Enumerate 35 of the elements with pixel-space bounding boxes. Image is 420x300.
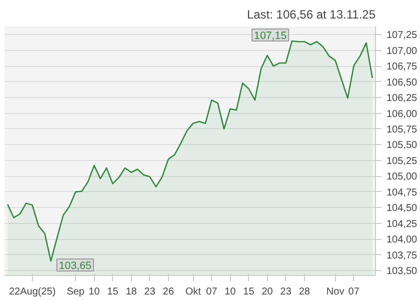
x-tick-label: 20 <box>262 286 274 298</box>
y-tick-label: 105,75 <box>386 124 418 136</box>
y-tick-label: 107,25 <box>386 30 418 42</box>
y-tick-label: 105,25 <box>386 156 418 167</box>
x-tick-label: Sep <box>66 286 85 298</box>
y-tick-label: 106,25 <box>386 93 418 104</box>
x-tick-label: 22Aug(25) <box>8 286 56 298</box>
x-tick-label: Okt <box>185 286 202 298</box>
y-tick-label: 103,75 <box>386 250 418 262</box>
x-tick-label: 10 <box>88 286 100 298</box>
y-tick-label: 104,00 <box>386 234 418 246</box>
y-tick-label: 105,00 <box>386 172 418 183</box>
y-tick-label: 107,00 <box>386 46 418 57</box>
x-tick-label: 18 <box>126 286 138 298</box>
y-tick-label: 104,50 <box>386 203 418 214</box>
x-tick-label: 15 <box>107 286 119 298</box>
x-tick-label: 23 <box>144 286 156 298</box>
y-tick-label: 104,75 <box>386 187 418 198</box>
x-tick-label: 07 <box>348 286 360 298</box>
y-tick-label: 106,75 <box>386 62 418 73</box>
annotation: 107,15 <box>254 30 287 42</box>
x-tick-label: 28 <box>298 286 310 298</box>
x-tick-label: Nov <box>326 286 344 298</box>
y-tick-label: 106,00 <box>386 108 418 120</box>
x-tick-label: 26 <box>162 286 174 298</box>
x-tick-label: 23 <box>280 286 292 298</box>
y-tick-label: 105,50 <box>386 140 418 152</box>
annotation: 103,65 <box>58 260 92 272</box>
y-tick-label: 104,25 <box>386 218 418 230</box>
chart-title: Last: 106,56 at 13.11.25 <box>246 8 376 22</box>
x-tick-label: 07 <box>206 286 218 298</box>
x-tick-label: 10 <box>224 286 236 298</box>
y-tick-label: 106,50 <box>386 77 418 88</box>
x-tick-label: 15 <box>243 286 255 298</box>
y-tick-label: 103,50 <box>386 266 418 277</box>
